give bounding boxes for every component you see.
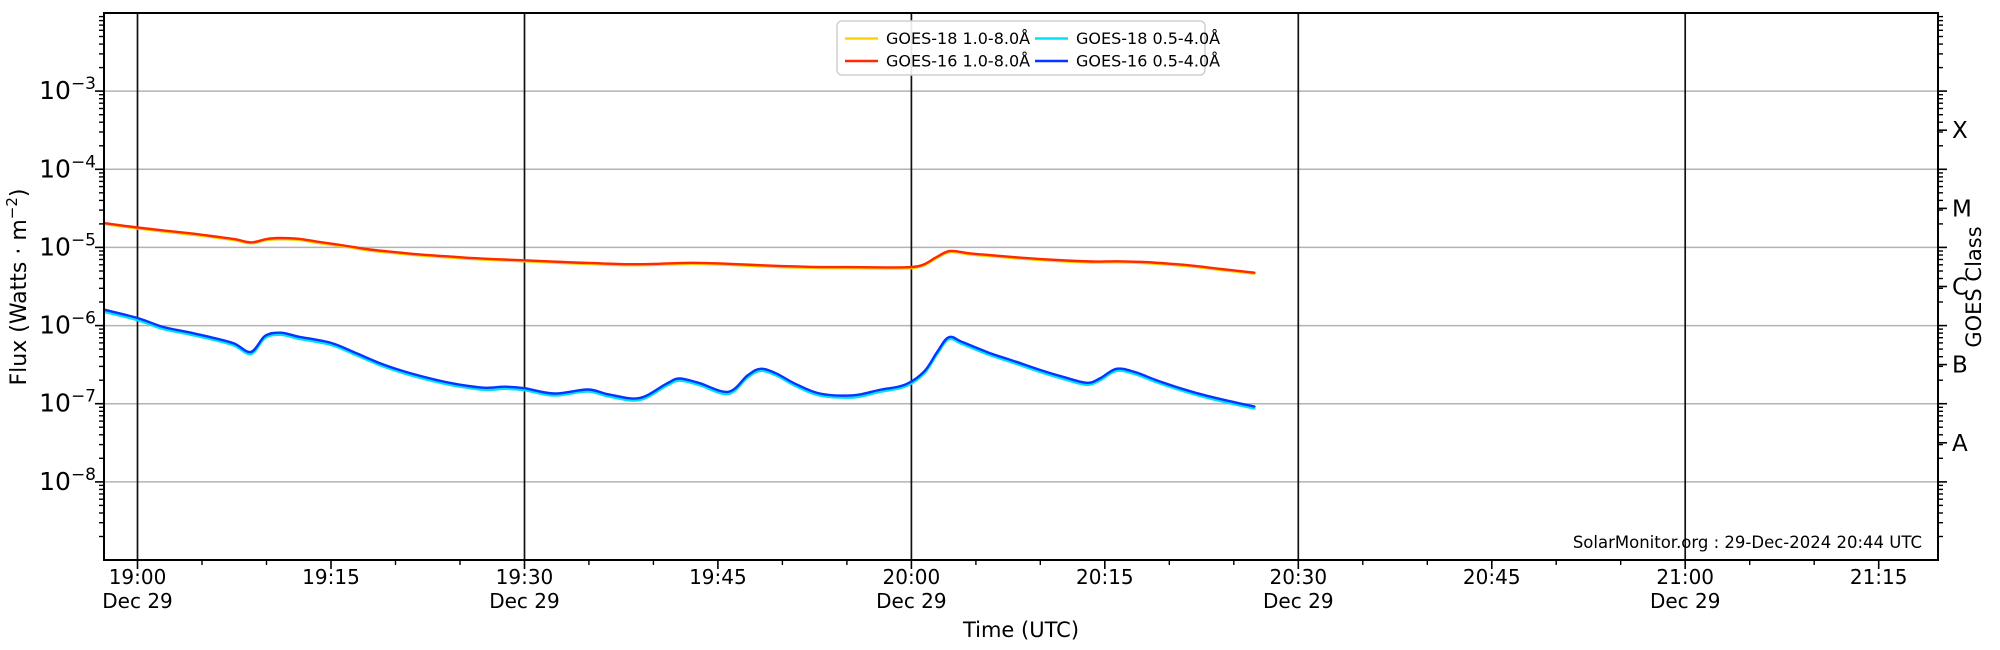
horizontal-gridlines (104, 90, 1938, 483)
series-line-goes16_short (102, 308, 1256, 408)
x-tick-time-label: 20:30 (1269, 565, 1327, 589)
x-tick-time-label: 20:45 (1463, 565, 1521, 589)
x-tick-date-label: Dec 29 (489, 589, 560, 613)
legend-box (836, 20, 1206, 76)
goes-class-letter-m: M (1952, 196, 1972, 222)
y-tick-label: 10−6 (39, 309, 96, 340)
x-tick-date-label: Dec 29 (102, 589, 173, 613)
legend: GOES-18 1.0-8.0Å GOES-16 1.0-8.0Å GOES-18 … (836, 20, 1220, 76)
goes-class-letter-x: X (1952, 118, 1968, 144)
plot-border (103, 12, 1939, 561)
axes-frame (103, 12, 1939, 561)
x-tick-time-label: 19:15 (302, 565, 360, 589)
goes-class-letter-b: B (1952, 353, 1968, 379)
watermark-timestamp: SolarMonitor.org : 29-Dec-2024 20:44 UTC (1573, 533, 1922, 552)
y-tick-label: 10−8 (39, 465, 96, 496)
x-tick-time-label: 19:45 (689, 565, 747, 589)
x-tick-date-label: Dec 29 (1263, 589, 1334, 613)
series-line-goes18_long (102, 222, 1256, 275)
goes-class-letter-a: A (1952, 431, 1968, 457)
goes-class-letter-c: C (1952, 275, 1968, 301)
flux-series-lines (102, 221, 1256, 410)
axis-ticks (95, 15, 1947, 569)
x-tick-time-label: 21:15 (1850, 565, 1908, 589)
x-tick-date-label: Dec 29 (876, 589, 947, 613)
y-tick-label: 10−4 (39, 152, 96, 183)
y-axis-tick-labels: 10−3 10−4 10−5 10−6 10−7 10−8 (39, 74, 96, 496)
legend-label: GOES-16 1.0-8.0Å (886, 52, 1030, 71)
series-line-goes18_short (102, 310, 1256, 410)
legend-label: GOES-18 0.5-4.0Å (1076, 29, 1220, 48)
y-tick-label: 10−7 (39, 387, 96, 418)
legend-label: GOES-18 1.0-8.0Å (886, 29, 1030, 48)
x-tick-time-label: 19:30 (496, 565, 554, 589)
x-axis-title: Time (UTC) (962, 618, 1079, 642)
x-tick-time-label: 19:00 (109, 565, 167, 589)
vertical-gridlines (136, 13, 1687, 560)
y-tick-label: 10−3 (39, 74, 96, 105)
x-tick-time-label: 21:00 (1656, 565, 1714, 589)
x-tick-time-label: 20:15 (1076, 565, 1134, 589)
goes-class-labels: X M C B A (1952, 118, 1972, 457)
series-line-goes16_long (102, 221, 1256, 274)
x-tick-time-label: 20:00 (883, 565, 941, 589)
right-axis-title: GOES Class (1962, 226, 1986, 347)
y-axis-title: Flux (Watts · m−2) (3, 189, 32, 386)
x-tick-date-label: Dec 29 (1650, 589, 1721, 613)
legend-label: GOES-16 0.5-4.0Å (1076, 52, 1220, 71)
y-tick-label: 10−5 (39, 230, 96, 261)
